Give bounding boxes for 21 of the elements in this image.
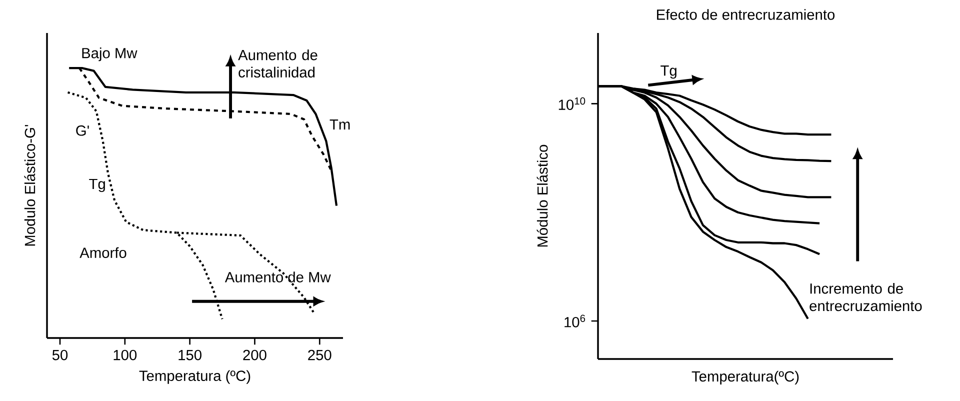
x-axis-title: Temperatura (ºC) <box>139 370 250 384</box>
text: Bajo Mw <box>82 48 138 62</box>
annotation: G' <box>76 125 89 136</box>
annotation: Tg <box>660 66 676 79</box>
annotation: Tg <box>89 178 105 192</box>
annotation: Incremento de entrecruzamiento <box>810 283 922 312</box>
annotation: Tm <box>330 119 350 130</box>
y-tick-label: 10$^{6}$ <box>564 314 586 328</box>
chart-title: Efecto de entrecruzamiento <box>657 9 835 20</box>
annotation: Amorfo <box>80 247 126 258</box>
y-tick-label: 10$^{10}$ <box>558 97 586 110</box>
x-tick-label: 150 <box>178 350 202 360</box>
x-tick-label: 50 <box>52 350 68 360</box>
y-axis-title: Modulo Elástico-G' <box>24 124 36 246</box>
x-tick-label: 200 <box>243 350 266 360</box>
x-axis-title: Temperatura(ºC) <box>692 370 799 384</box>
x-tick-label: 250 <box>308 350 332 360</box>
x-tick-label: 100 <box>114 350 137 360</box>
annotation: Aumento de cristalinidad <box>238 49 318 78</box>
annotation: Aumento de Mw <box>224 272 331 282</box>
y-axis-title: Módulo Elástico <box>536 144 548 247</box>
